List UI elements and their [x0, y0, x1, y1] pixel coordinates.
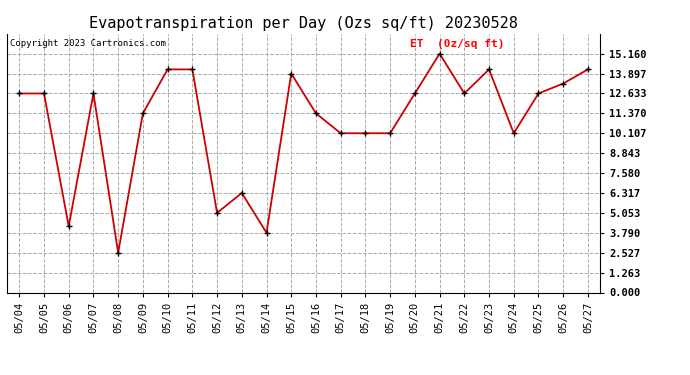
Title: Evapotranspiration per Day (Ozs sq/ft) 20230528: Evapotranspiration per Day (Ozs sq/ft) 2…: [89, 16, 518, 31]
Text: ET  (0z/sq ft): ET (0z/sq ft): [411, 39, 505, 49]
Text: Copyright 2023 Cartronics.com: Copyright 2023 Cartronics.com: [10, 39, 166, 48]
